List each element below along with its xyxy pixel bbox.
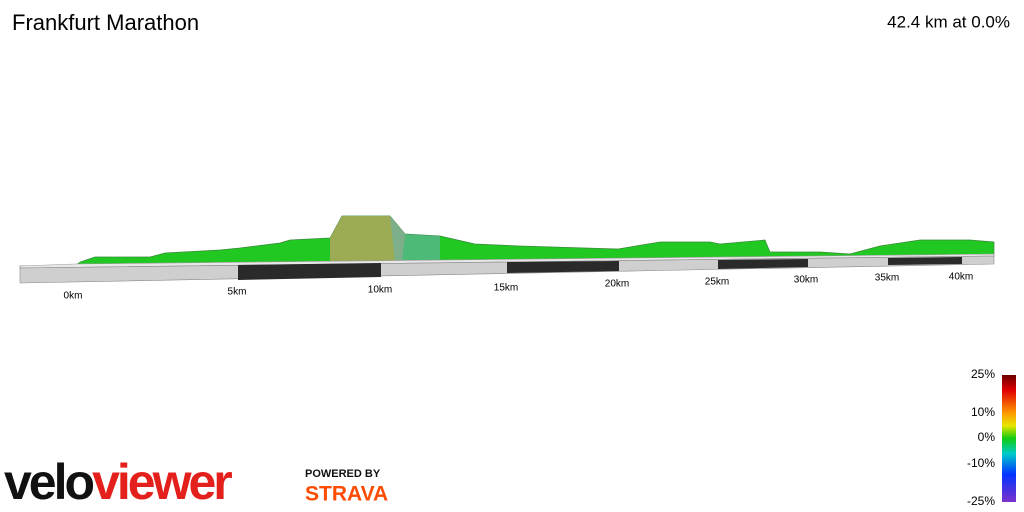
road-segment: [888, 257, 962, 265]
road-segment: [507, 261, 619, 273]
strava: STRAVA: [305, 483, 388, 506]
road-segment: [238, 263, 381, 280]
legend-label: 0%: [978, 430, 996, 444]
distance-label: 10km: [368, 285, 392, 296]
road-top: [19, 253, 995, 269]
legend-label: 25%: [971, 367, 995, 381]
elevation-profile: [19, 215, 995, 284]
distance-label: 40km: [949, 272, 973, 283]
distance-label: 25km: [705, 277, 729, 288]
profile-shade: [390, 216, 440, 262]
distance-label: 15km: [494, 283, 518, 294]
logo-part: velo: [4, 454, 94, 510]
title: Frankfurt Marathon: [12, 10, 199, 35]
legend-label: 10%: [971, 405, 995, 419]
legend-label: -10%: [967, 456, 995, 470]
distance-label: 20km: [605, 279, 629, 290]
distance-label: 0km: [64, 291, 83, 302]
road-segment: [718, 259, 808, 269]
legend-label: -25%: [967, 494, 995, 508]
distance-label: 5km: [228, 287, 247, 298]
profile-body: [19, 215, 995, 269]
gradient-legend: 25% 10% 0% -10% -25%: [967, 367, 995, 508]
profile-hill: [330, 216, 405, 263]
distance-label: 30km: [794, 275, 818, 286]
distance-labels: 0km 5km 10km 15km 20km 25km 30km 35km 40km: [64, 272, 974, 302]
logo: veloviewer: [4, 454, 232, 510]
distance-label: 35km: [875, 273, 899, 284]
summary: 42.4 km at 0.0%: [887, 12, 1010, 31]
logo-part: viewer: [92, 454, 232, 510]
powered-by: POWERED BY: [305, 468, 381, 480]
gradient-bar: [1002, 375, 1016, 502]
